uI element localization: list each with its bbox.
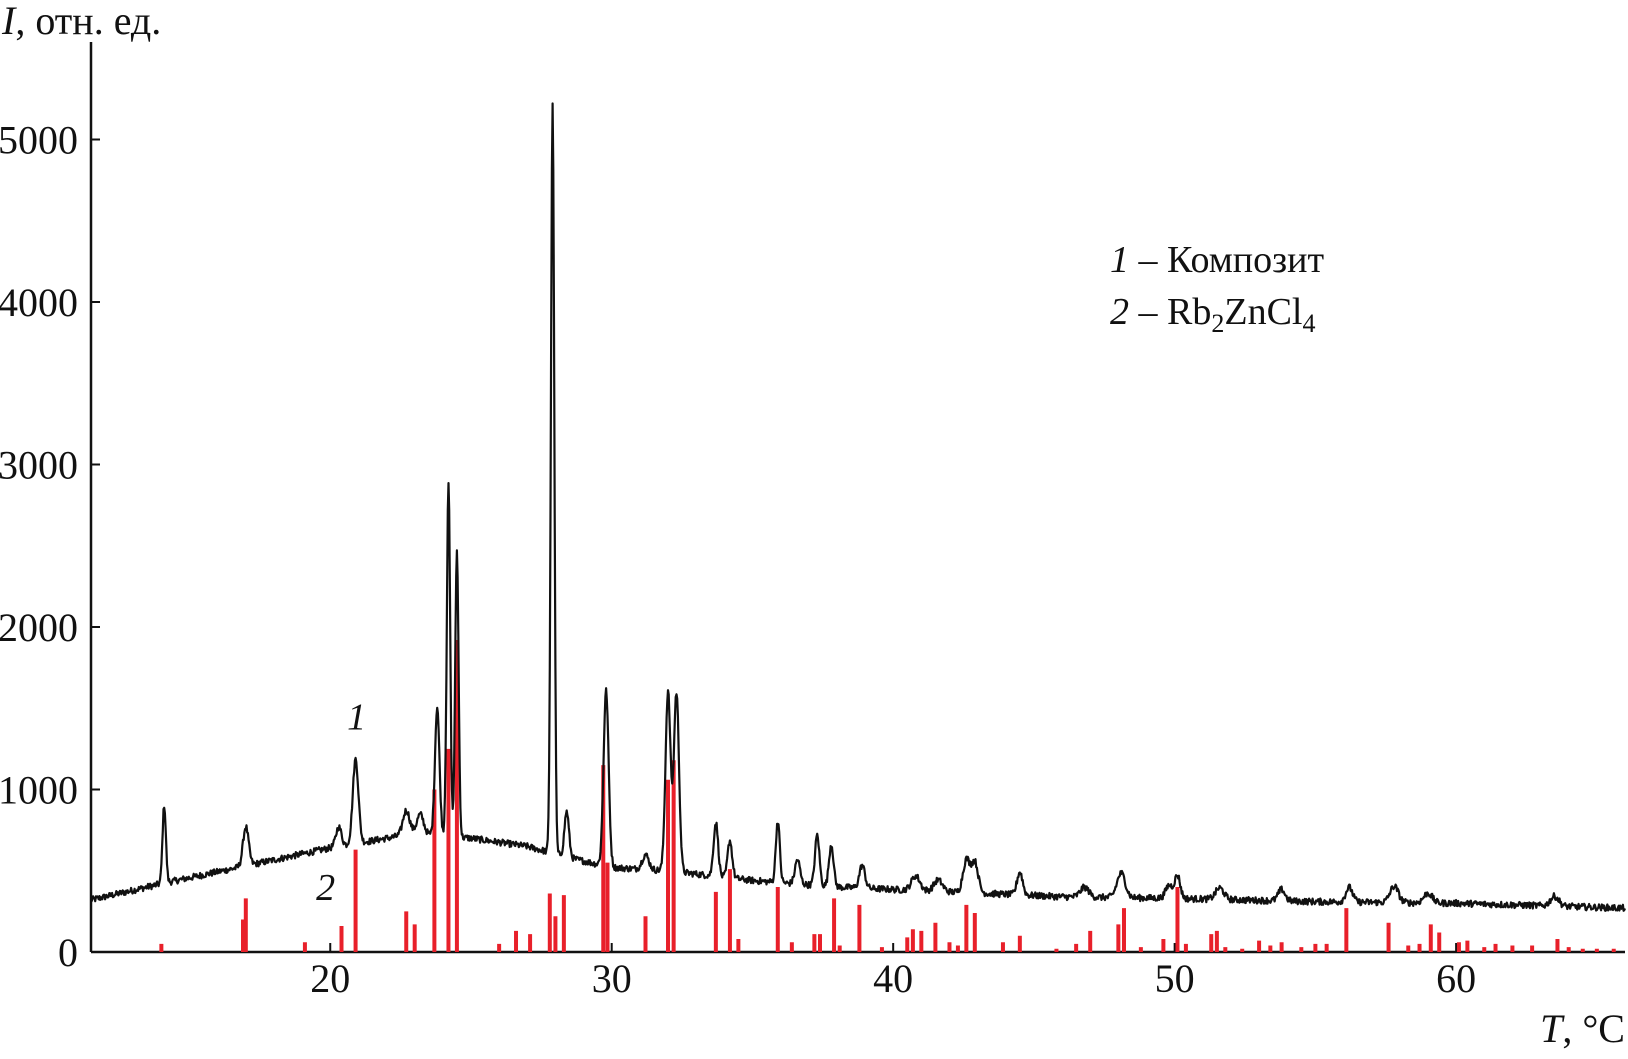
x-tick-label: 40	[873, 956, 913, 1001]
x-tick-label: 60	[1436, 956, 1476, 1001]
y-tick-label: 0	[58, 930, 78, 975]
x-ticks: 20 30 40 50 60	[310, 943, 1476, 1001]
legend-entry-1: 1 – Композит	[1110, 239, 1324, 281]
y-tick-label: 4000	[0, 280, 78, 325]
x-tick-label: 30	[592, 956, 632, 1001]
y-tick-label: 3000	[0, 443, 78, 488]
x-tick-label: 50	[1155, 956, 1195, 1001]
y-tick-label: 5000	[0, 118, 78, 163]
y-ticks: 0 1000 2000 3000 4000 5000	[0, 118, 100, 975]
composite-curve	[89, 102, 1627, 912]
legend: 1 – Композит 2 – Rb2ZnCl4	[1110, 239, 1324, 338]
x-tick-label: 20	[310, 956, 350, 1001]
reference-sticks	[159, 640, 1616, 952]
y-axis-title: I, отн. ед.	[1, 0, 161, 43]
x-axis-title: T, °C	[1540, 1006, 1625, 1051]
y-tick-label: 1000	[0, 768, 78, 813]
y-tick-label: 2000	[0, 605, 78, 650]
curve-labels: 12	[316, 696, 366, 909]
curve-number-label: 1	[347, 696, 366, 738]
curve-number-label: 2	[316, 867, 335, 909]
legend-entry-2: 2 – Rb2ZnCl4	[1110, 291, 1315, 338]
axes	[89, 42, 1625, 954]
